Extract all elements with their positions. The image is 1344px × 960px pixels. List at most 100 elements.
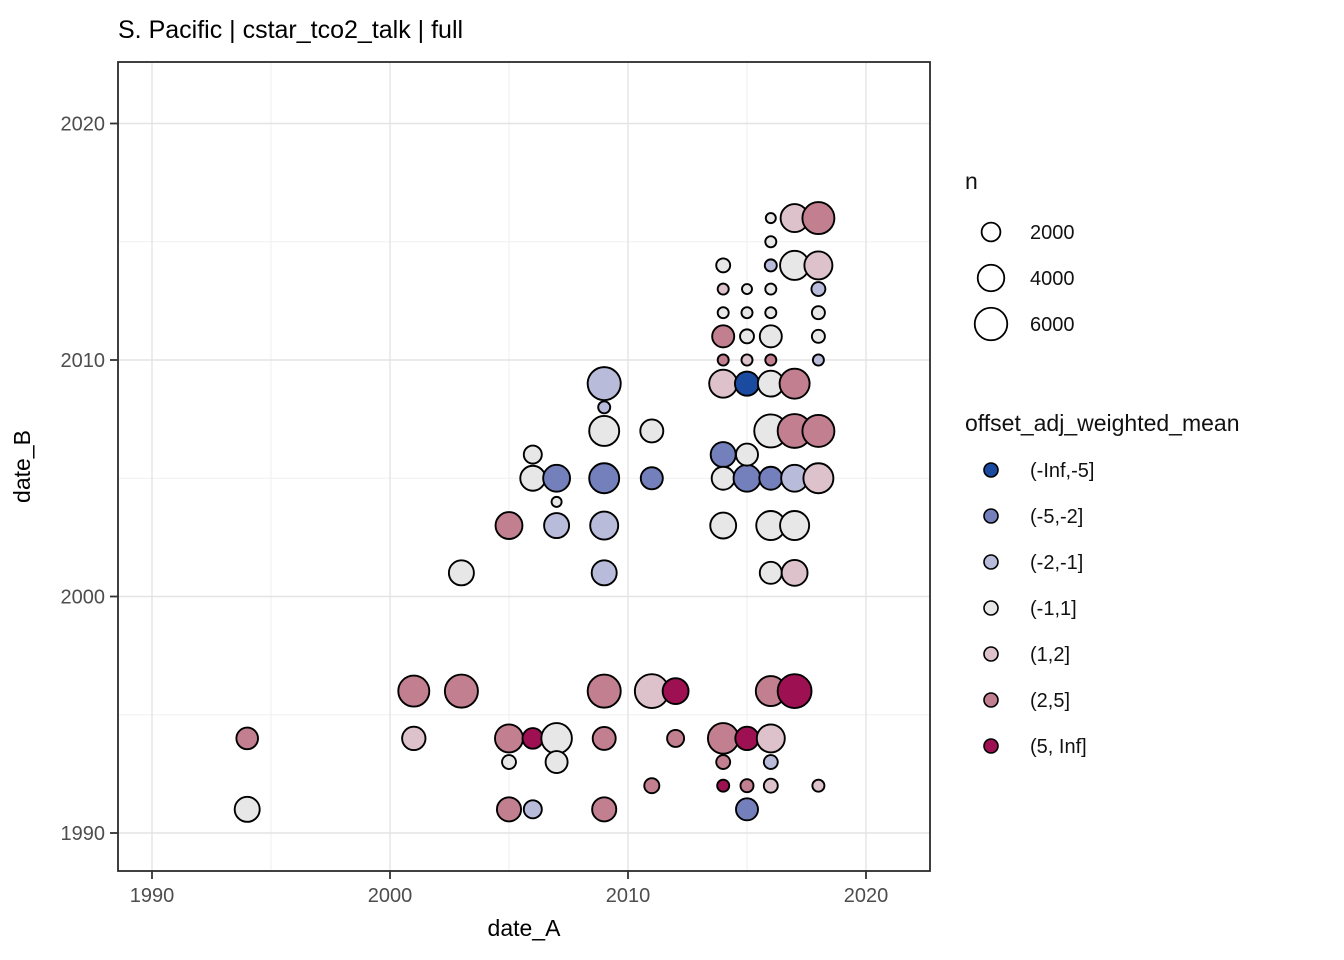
data-point	[597, 400, 612, 415]
data-point	[709, 511, 738, 540]
data-point	[715, 754, 732, 770]
data-point	[447, 559, 475, 587]
data-point	[778, 367, 811, 400]
color-legend-key-circle	[983, 738, 999, 754]
color-legend-key-circle	[983, 508, 999, 524]
data-point	[764, 282, 778, 296]
color-legend-key-circle	[983, 462, 999, 478]
data-point	[810, 328, 826, 344]
color-legend-label: (-Inf,-5]	[1030, 460, 1094, 482]
data-point	[758, 560, 783, 585]
x-tick-label: 1990	[130, 885, 175, 907]
data-point	[543, 512, 571, 540]
size-legend-key-circle	[976, 263, 1006, 293]
data-point	[763, 258, 778, 273]
data-point	[776, 673, 813, 709]
x-axis-title: date_A	[488, 915, 562, 941]
color-legend-key-circle	[983, 692, 999, 708]
data-point	[495, 796, 523, 823]
data-point	[732, 463, 762, 493]
data-point	[519, 464, 547, 492]
data-point	[716, 778, 731, 793]
data-point	[810, 281, 827, 297]
data-point	[233, 795, 261, 823]
data-point	[734, 725, 760, 752]
size-legend-title: n	[965, 168, 978, 194]
x-tick-label: 2010	[606, 885, 651, 907]
y-tick-label: 2000	[61, 587, 106, 609]
data-point	[716, 306, 730, 320]
data-point	[586, 673, 622, 709]
y-tick-label: 2010	[61, 350, 106, 372]
data-point	[639, 466, 664, 491]
data-point	[764, 212, 777, 225]
data-point	[666, 728, 686, 748]
color-legend-title: offset_adj_weighted_mean	[965, 410, 1240, 436]
data-point	[711, 324, 736, 349]
data-point	[540, 722, 573, 755]
data-point	[801, 414, 836, 448]
data-point	[764, 353, 778, 367]
data-point	[762, 754, 779, 770]
data-point	[521, 727, 545, 750]
data-point	[716, 353, 730, 367]
x-tick-label: 2020	[844, 885, 889, 907]
data-point	[494, 723, 524, 754]
data-point	[501, 754, 517, 770]
color-legend-label: (2,5]	[1030, 690, 1070, 712]
data-point	[715, 257, 732, 274]
data-point	[590, 559, 618, 587]
data-point	[494, 511, 524, 540]
data-point	[591, 725, 617, 751]
color-legend-label: (-1,1]	[1030, 598, 1077, 620]
color-legend-key-circle	[983, 600, 999, 616]
color-legend-label: (1,2]	[1030, 644, 1070, 666]
data-point	[550, 495, 563, 508]
data-point	[591, 796, 618, 823]
data-point	[735, 442, 759, 467]
data-point	[709, 441, 737, 469]
data-point	[401, 725, 427, 752]
data-point	[739, 328, 755, 345]
data-point	[741, 283, 753, 296]
data-point	[762, 777, 779, 794]
data-point	[733, 370, 761, 397]
color-legend-label: (-5,-2]	[1030, 506, 1083, 528]
size-legend-key-circle	[980, 221, 1002, 243]
data-point	[739, 778, 755, 794]
plot-title: S. Pacific | cstar_tco2_talk | full	[118, 16, 463, 44]
size-legend-label: 6000	[1030, 314, 1075, 336]
data-point	[586, 366, 622, 402]
color-legend-label: (5, Inf]	[1030, 736, 1087, 758]
panel-border	[117, 61, 931, 872]
data-point	[542, 463, 571, 493]
y-tick-label: 2020	[61, 114, 106, 136]
data-point	[801, 201, 836, 236]
data-point	[735, 797, 759, 822]
size-legend-key-circle	[973, 306, 1009, 342]
data-point	[779, 510, 811, 542]
data-point	[811, 353, 825, 367]
data-point	[706, 722, 740, 755]
data-point	[740, 353, 754, 367]
data-point	[588, 462, 621, 495]
data-point	[803, 250, 834, 281]
data-point	[661, 677, 690, 705]
data-point	[811, 778, 826, 793]
data-point	[764, 306, 778, 320]
data-point	[522, 444, 543, 465]
size-legend-label: 2000	[1030, 222, 1075, 244]
size-legend-label: 4000	[1030, 268, 1075, 290]
data-point	[780, 558, 809, 587]
color-legend-key-circle	[983, 646, 999, 662]
data-point	[588, 415, 621, 447]
data-point	[810, 305, 826, 321]
data-point	[716, 282, 730, 296]
color-legend-key-circle	[983, 554, 999, 570]
y-tick-label: 1990	[61, 823, 106, 845]
data-point	[643, 777, 661, 795]
data-point	[710, 465, 736, 491]
data-point	[639, 418, 665, 444]
